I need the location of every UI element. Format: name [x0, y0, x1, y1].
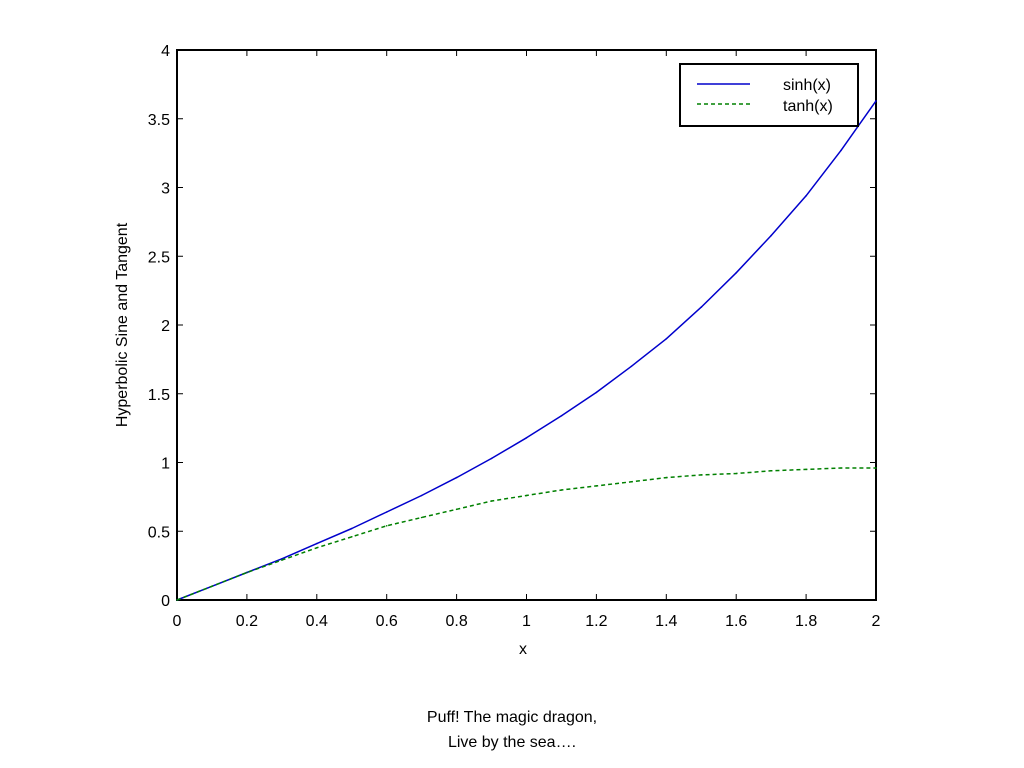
series-layer: [176, 100, 877, 601]
data-point: [735, 472, 737, 475]
data-point: [630, 481, 633, 483]
data-point: [630, 365, 633, 368]
data-point: [490, 457, 493, 460]
x-tick-label: 1.6: [725, 613, 747, 630]
legend: sinh(x) tanh(x): [679, 63, 859, 127]
legend-label-sinh: sinh(x): [783, 77, 831, 94]
data-point: [805, 468, 807, 471]
data-point: [385, 525, 388, 527]
ticks-layer: 0 0.2 0.4 0.6 0.8 1 1.2 1.4 1.6 1.8 2 0 0.5 1 1.5 2 2.5 3…: [148, 43, 881, 630]
data-point: [490, 500, 493, 502]
x-axis-label: x: [519, 641, 527, 658]
data-point: [385, 511, 388, 513]
data-point: [211, 585, 213, 588]
data-point: [560, 415, 563, 417]
x-tick-label: 1.4: [655, 613, 677, 630]
y-tick-label: 0: [161, 593, 170, 610]
data-point: [840, 467, 842, 469]
y-axis-label: Hyperbolic Sine and Tangent: [114, 222, 131, 427]
y-tick-label: 4: [161, 43, 170, 60]
data-point: [665, 476, 668, 479]
data-point: [735, 272, 737, 274]
caption-line-1: Puff! The magic dragon,: [426, 709, 598, 726]
legend-box: [679, 63, 859, 127]
data-point: [665, 338, 668, 340]
data-point: [176, 599, 178, 601]
x-tick-label: 1: [522, 613, 531, 630]
data-point: [700, 306, 703, 308]
x-tick-label: 0.6: [376, 613, 398, 630]
y-tick-label: 2.5: [148, 249, 170, 266]
data-point: [805, 195, 807, 197]
x-tick-label: 1.8: [795, 613, 817, 630]
x-tick-label: 0: [173, 613, 182, 630]
y-tick-label: 3.5: [148, 112, 170, 129]
x-tick-label: 0.2: [236, 613, 258, 630]
data-point: [316, 547, 318, 549]
data-point: [770, 470, 772, 472]
data-point: [875, 467, 877, 469]
x-tick-label: 0.8: [445, 613, 467, 630]
data-point: [316, 542, 318, 545]
caption-line-2: Live by the sea….: [447, 734, 577, 751]
x-tick-label: 1.2: [585, 613, 607, 630]
data-point: [875, 100, 877, 102]
data-point: [351, 536, 353, 538]
plot-area: [176, 49, 877, 601]
y-tick-label: 1: [161, 456, 170, 473]
data-point: [455, 508, 458, 511]
data-point: [420, 494, 423, 497]
legend-label-tanh: tanh(x): [783, 98, 833, 115]
data-point: [281, 559, 283, 561]
data-point: [455, 476, 458, 479]
data-point: [525, 437, 528, 439]
data-point: [560, 489, 563, 491]
data-point: [525, 494, 528, 497]
x-tick-label: 0.4: [306, 613, 328, 630]
y-tick-label: 0.5: [148, 524, 170, 541]
data-point: [246, 571, 248, 574]
y-tick-label: 3: [161, 181, 170, 198]
data-point: [770, 234, 772, 237]
data-point: [351, 527, 353, 530]
data-point: [840, 149, 842, 152]
data-point: [595, 485, 598, 487]
y-tick-label: 1.5: [148, 387, 170, 404]
data-point: [420, 516, 423, 519]
y-tick-label: 2: [161, 318, 170, 335]
data-point: [700, 474, 703, 476]
x-tick-label: 2: [872, 613, 881, 630]
data-point: [595, 391, 598, 394]
